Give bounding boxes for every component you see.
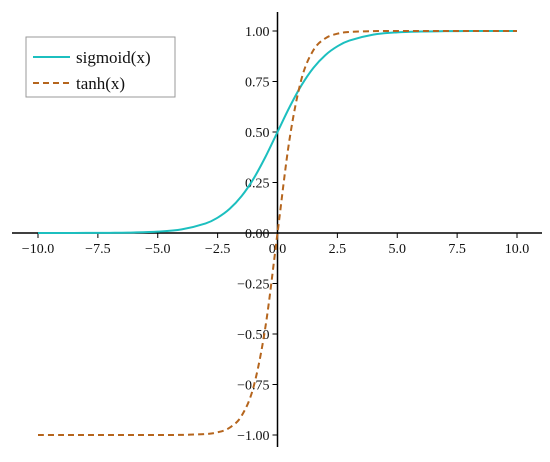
series-layer (37, 30, 518, 436)
legend-sigmoid-label: sigmoid(x) (76, 48, 151, 67)
x-tick-label: 5.0 (389, 242, 407, 257)
y-tick-label: −0.50 (237, 328, 269, 343)
series-line-tanh (38, 30, 517, 436)
x-tick-label: 7.5 (448, 242, 466, 257)
legend-box (25, 36, 176, 98)
y-tick-label: 0.50 (245, 126, 270, 141)
y-tick-label: 1.00 (245, 25, 270, 40)
legend: sigmoid(x) tanh(x) (25, 36, 176, 98)
x-tick-label: −2.5 (205, 242, 230, 257)
y-tick-label: −1.00 (237, 429, 269, 444)
axes: −10.0 −7.5 −5.0 −2.5 0.0 2.5 5.0 7.5 10.0 −1.00 −0… (12, 12, 542, 447)
y-tick-label: 0.75 (245, 76, 270, 91)
x-tick-label: −10.0 (22, 242, 54, 257)
x-tick-label: 2.5 (329, 242, 347, 257)
x-tick-label: −5.0 (145, 242, 170, 257)
x-tick-label: 0.0 (269, 242, 287, 257)
x-tick-label: 10.0 (505, 242, 530, 257)
legend-tanh-label: tanh(x) (76, 74, 125, 93)
y-tick-label: −0.25 (237, 278, 269, 293)
x-tick-label: −7.5 (85, 242, 110, 257)
y-tick-label: 0.25 (245, 177, 270, 192)
y-tick-label: 0.00 (245, 227, 270, 242)
